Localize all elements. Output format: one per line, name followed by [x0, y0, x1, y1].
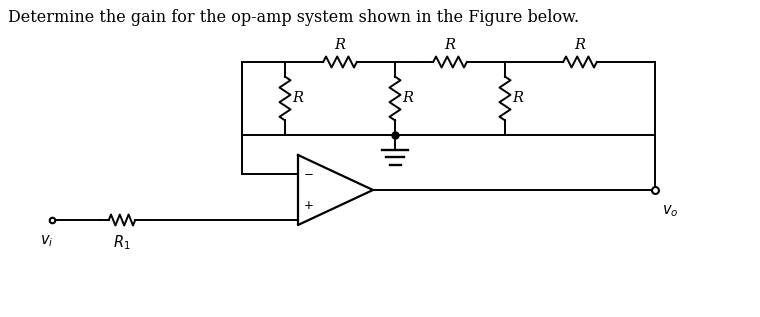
Text: R: R [334, 38, 346, 52]
Text: R: R [402, 92, 413, 106]
Text: +: + [304, 199, 314, 212]
Text: −: − [304, 168, 314, 181]
Text: R: R [445, 38, 455, 52]
Text: $v_i$: $v_i$ [40, 233, 54, 249]
Text: R: R [292, 92, 303, 106]
Text: Determine the gain for the op-amp system shown in the Figure below.: Determine the gain for the op-amp system… [8, 9, 579, 26]
Text: R: R [575, 38, 585, 52]
Text: $R_1$: $R_1$ [113, 233, 131, 252]
Text: R: R [512, 92, 523, 106]
Text: $v_o$: $v_o$ [662, 203, 679, 219]
